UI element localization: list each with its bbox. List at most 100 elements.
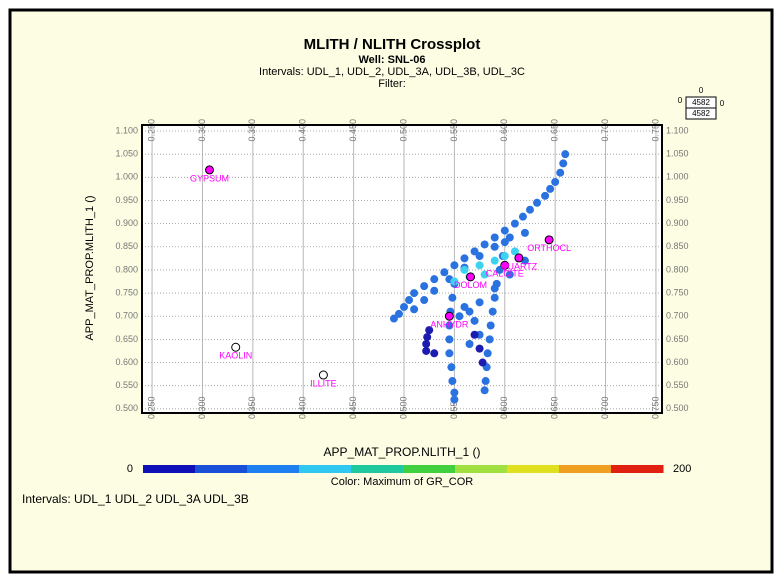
- mineral-label: ILLITE: [310, 378, 337, 388]
- data-point: [455, 312, 464, 321]
- data-point: [447, 363, 456, 372]
- colorbar-min: 0: [127, 463, 133, 475]
- x-axis-label: APP_MAT_PROP.NLITH_1 (): [324, 445, 481, 459]
- y-tick-label: 1.000: [666, 172, 689, 182]
- plot-area: [142, 125, 662, 413]
- data-point: [450, 388, 459, 397]
- subtitle: Well: SNL-06: [358, 54, 425, 66]
- data-point: [500, 252, 509, 261]
- data-point: [448, 293, 457, 302]
- x-tick-label: 0.450: [348, 396, 358, 419]
- plot-frame: [141, 124, 663, 414]
- colorbar-segment: [351, 465, 404, 473]
- data-point: [460, 254, 469, 263]
- data-point: [475, 298, 484, 307]
- mineral-label: DOLOM: [454, 280, 487, 290]
- y-tick-label: 0.700: [666, 311, 689, 321]
- data-point: [423, 333, 432, 342]
- y-tick-label: 1.000: [115, 172, 138, 182]
- y-tick-label: 1.050: [115, 149, 138, 159]
- filter: Filter:: [378, 78, 406, 90]
- x-tick-label: 0.600: [499, 119, 509, 142]
- y-tick-label: 0.950: [666, 195, 689, 205]
- x-tick-label: 0.700: [600, 396, 610, 419]
- data-point: [510, 219, 519, 228]
- y-tick-label: 0.500: [666, 403, 689, 413]
- data-point: [420, 296, 429, 305]
- data-point: [520, 228, 529, 237]
- data-point: [483, 349, 492, 358]
- y-tick-label: 0.800: [666, 264, 689, 274]
- y-tick-label: 0.900: [115, 218, 138, 228]
- x-tick-label: 0.700: [600, 119, 610, 142]
- data-point: [430, 286, 439, 295]
- y-tick-label: 0.850: [666, 241, 689, 251]
- data-point: [480, 240, 489, 249]
- data-point: [505, 270, 514, 279]
- colorbar-segment: [143, 465, 196, 473]
- depth-right: 0: [720, 99, 725, 108]
- data-point: [389, 314, 398, 323]
- data-point: [475, 261, 484, 270]
- colorbar-segment: [299, 465, 352, 473]
- colorbar-segment: [611, 465, 664, 473]
- x-tick-label: 0.400: [298, 396, 308, 419]
- data-point: [445, 349, 454, 358]
- data-point: [394, 309, 403, 318]
- data-point: [450, 395, 459, 404]
- y-tick-label: 0.650: [115, 334, 138, 344]
- data-point: [518, 212, 527, 221]
- data-point: [480, 386, 489, 395]
- data-point: [450, 261, 459, 270]
- depth-lower: 4582: [692, 109, 710, 118]
- data-point: [400, 302, 409, 311]
- x-tick-label: 0.750: [650, 396, 660, 419]
- x-tick-label: 0.650: [550, 119, 560, 142]
- data-point: [465, 307, 474, 316]
- x-tick-label: 0.550: [449, 396, 459, 419]
- data-point: [460, 265, 469, 274]
- mineral-label: GYPSUM: [190, 173, 229, 183]
- mineral-label: CALCITE: [486, 269, 524, 279]
- data-point: [448, 377, 457, 386]
- x-tick-label: 0.350: [247, 396, 257, 419]
- y-tick-label: 0.500: [115, 403, 138, 413]
- data-point: [490, 233, 499, 242]
- x-tick-label: 0.300: [197, 119, 207, 142]
- mineral-point: [500, 260, 510, 270]
- data-point: [500, 238, 509, 247]
- y-tick-label: 1.100: [666, 125, 689, 135]
- colorbar-segment: [403, 465, 456, 473]
- data-point: [470, 247, 479, 256]
- colorbar-segment: [559, 465, 612, 473]
- data-point: [510, 247, 519, 256]
- y-tick-label: 0.750: [666, 287, 689, 297]
- data-point: [430, 349, 439, 358]
- data-point: [425, 326, 434, 335]
- colorbar-segment: [455, 465, 508, 473]
- colorbar-segment: [247, 465, 300, 473]
- data-point: [481, 377, 490, 386]
- colorbar-segment: [507, 465, 560, 473]
- x-tick-label: 0.350: [247, 119, 257, 142]
- intervals: Intervals: UDL_1, UDL_2, UDL_3A, UDL_3B,…: [259, 66, 525, 78]
- y-tick-label: 0.800: [115, 264, 138, 274]
- data-point: [488, 307, 497, 316]
- data-point: [470, 330, 479, 339]
- data-point: [445, 321, 454, 330]
- data-point: [533, 198, 542, 207]
- y-tick-label: 0.900: [666, 218, 689, 228]
- data-point: [561, 150, 570, 159]
- y-tick-label: 1.100: [115, 125, 138, 135]
- mineral-label: ORTHOCL: [527, 243, 571, 253]
- data-point: [470, 316, 479, 325]
- y-tick-label: 1.050: [666, 149, 689, 159]
- y-tick-label: 0.650: [666, 334, 689, 344]
- data-point: [440, 268, 449, 277]
- data-point: [485, 335, 494, 344]
- data-point: [490, 284, 499, 293]
- x-tick-label: 0.250: [146, 119, 156, 142]
- x-tick-label: 0.400: [298, 119, 308, 142]
- depth-left: 0: [678, 96, 683, 105]
